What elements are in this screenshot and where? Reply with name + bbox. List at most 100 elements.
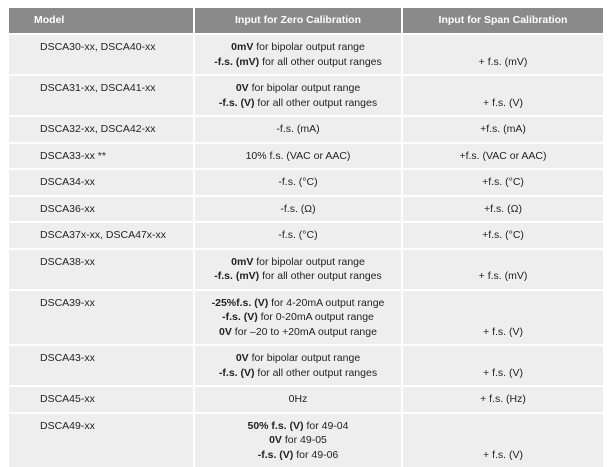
zero-calibration-condition: -f.s. (°C) <box>278 229 317 241</box>
zero-calibration-condition: for all other output ranges <box>255 367 378 379</box>
model-cell: DSCA33-xx ** <box>9 142 195 169</box>
header-model: Model <box>9 8 195 33</box>
zero-calibration-cell: -f.s. (°C) <box>195 221 403 248</box>
zero-calibration-cell: 0Hz <box>195 385 403 412</box>
zero-calibration-condition: -f.s. (mA) <box>276 123 319 135</box>
span-calibration-cell: + f.s. (V) <box>403 412 603 467</box>
zero-calibration-value: 0V <box>236 82 249 94</box>
table-row: DSCA31-xx, DSCA41-xx 0V for bipolar outpu… <box>9 74 603 115</box>
table-row: DSCA33-xx **10% f.s. (VAC or AAC)+f.s. (… <box>9 142 603 169</box>
zero-calibration-line: -f.s. (V) for all other output ranges <box>201 96 395 111</box>
zero-calibration-value: 0V <box>219 326 232 338</box>
zero-calibration-line: 0V for bipolar output range <box>201 351 395 366</box>
header-zero-calibration: Input for Zero Calibration <box>195 8 403 33</box>
zero-calibration-cell: 0mV for bipolar output range-f.s. (mV) f… <box>195 33 403 74</box>
zero-calibration-condition: for 49-04 <box>304 420 349 432</box>
zero-calibration-line: 0V for bipolar output range <box>201 81 395 96</box>
zero-calibration-value: 50% f.s. (V) <box>248 420 304 432</box>
model-cell: DSCA37x-xx, DSCA47x-xx <box>9 221 195 248</box>
table-row: DSCA32-xx, DSCA42-xx -f.s. (mA) +f.s. (mA) <box>9 115 603 142</box>
zero-calibration-condition: for 4-20mA output range <box>268 297 384 309</box>
zero-calibration-value: -f.s. (V) <box>219 367 255 379</box>
span-calibration-cell: +f.s. (Ω) <box>403 195 603 222</box>
zero-calibration-line: -f.s. (mV) for all other output ranges <box>201 55 395 70</box>
zero-calibration-cell: 0V for bipolar output range-f.s. (V) for… <box>195 74 403 115</box>
span-calibration-cell: + f.s. (V) <box>403 74 603 115</box>
zero-calibration-condition: 10% f.s. (VAC or AAC) <box>246 150 351 162</box>
zero-calibration-condition: for bipolar output range <box>249 82 361 94</box>
zero-calibration-condition: -f.s. (°C) <box>278 176 317 188</box>
header-span-calibration: Input for Span Calibration <box>403 8 603 33</box>
model-cell: DSCA30-xx, DSCA40-xx <box>9 33 195 74</box>
zero-calibration-value: 0mV <box>231 41 253 53</box>
model-cell: DSCA34-xx <box>9 168 195 195</box>
zero-calibration-condition: -f.s. (Ω) <box>280 203 315 215</box>
zero-calibration-line: 0mV for bipolar output range <box>201 40 395 55</box>
table-row: DSCA39-xx-25%f.s. (V) for 4-20mA output … <box>9 289 603 345</box>
model-cell: DSCA38-xx <box>9 248 195 289</box>
zero-calibration-value: -25%f.s. (V) <box>212 297 269 309</box>
zero-calibration-line: -f.s. (V) for 0-20mA output range <box>201 310 395 325</box>
table-row: DSCA45-xx 0Hz + f.s. (Hz) <box>9 385 603 412</box>
zero-calibration-line: -f.s. (°C) <box>201 228 395 243</box>
zero-calibration-line: -f.s. (mA) <box>201 122 395 137</box>
zero-calibration-line: -25%f.s. (V) for 4-20mA output range <box>201 296 395 311</box>
header-row: Model Input for Zero Calibration Input f… <box>9 8 603 33</box>
zero-calibration-cell: 0mV for bipolar output range-f.s. (mV) f… <box>195 248 403 289</box>
zero-calibration-condition: for bipolar output range <box>253 256 365 268</box>
zero-calibration-value: -f.s. (V) <box>219 97 255 109</box>
model-cell: DSCA49-xx <box>9 412 195 467</box>
zero-calibration-line: 0Hz <box>201 392 395 407</box>
zero-calibration-cell: -f.s. (mA) <box>195 115 403 142</box>
zero-calibration-line: -f.s. (°C) <box>201 175 395 190</box>
zero-calibration-cell: -25%f.s. (V) for 4-20mA output range-f.s… <box>195 289 403 345</box>
span-calibration-cell: + f.s. (mV) <box>403 33 603 74</box>
zero-calibration-condition: for 49-05 <box>282 434 327 446</box>
zero-calibration-line: 0V for –20 to +20mA output range <box>201 325 395 340</box>
span-calibration-cell: +f.s. (mA) <box>403 115 603 142</box>
zero-calibration-condition: for 0-20mA output range <box>258 311 374 323</box>
zero-calibration-condition: for bipolar output range <box>253 41 365 53</box>
table-row: DSCA37x-xx, DSCA47x-xx -f.s. (°C) +f.s. (°… <box>9 221 603 248</box>
span-calibration-cell: +f.s. (°C) <box>403 221 603 248</box>
table-row: DSCA36-xx -f.s. (Ω) +f.s. (Ω) <box>9 195 603 222</box>
zero-calibration-cell: 10% f.s. (VAC or AAC) <box>195 142 403 169</box>
zero-calibration-line: -f.s. (V) for all other output ranges <box>201 366 395 381</box>
calibration-table: Model Input for Zero Calibration Input f… <box>9 8 603 467</box>
zero-calibration-value: -f.s. (mV) <box>214 270 259 282</box>
span-calibration-cell: + f.s. (V) <box>403 289 603 345</box>
zero-calibration-condition: 0Hz <box>289 393 308 405</box>
span-calibration-cell: + f.s. (V) <box>403 344 603 385</box>
zero-calibration-line: 10% f.s. (VAC or AAC) <box>201 149 395 164</box>
zero-calibration-value: 0mV <box>231 256 253 268</box>
table-row: DSCA34-xx -f.s. (°C) +f.s. (°C) <box>9 168 603 195</box>
model-cell: DSCA43-xx <box>9 344 195 385</box>
zero-calibration-line: 0V for 49-05 <box>201 433 395 448</box>
zero-calibration-line: -f.s. (Ω) <box>201 202 395 217</box>
model-cell: DSCA32-xx, DSCA42-xx <box>9 115 195 142</box>
zero-calibration-line: 0mV for bipolar output range <box>201 255 395 270</box>
model-cell: DSCA31-xx, DSCA41-xx <box>9 74 195 115</box>
zero-calibration-line: -f.s. (mV) for all other output ranges <box>201 269 395 284</box>
zero-calibration-value: -f.s. (V) <box>258 449 294 461</box>
zero-calibration-cell: -f.s. (Ω) <box>195 195 403 222</box>
zero-calibration-value: -f.s. (V) <box>222 311 258 323</box>
span-calibration-cell: +f.s. (°C) <box>403 168 603 195</box>
zero-calibration-condition: for all other output ranges <box>259 56 382 68</box>
zero-calibration-condition: for bipolar output range <box>249 352 361 364</box>
model-cell: DSCA45-xx <box>9 385 195 412</box>
model-cell: DSCA39-xx <box>9 289 195 345</box>
zero-calibration-cell: 0V for bipolar output range-f.s. (V) for… <box>195 344 403 385</box>
zero-calibration-line: 50% f.s. (V) for 49-04 <box>201 419 395 434</box>
zero-calibration-value: 0V <box>269 434 282 446</box>
span-calibration-cell: + f.s. (Hz) <box>403 385 603 412</box>
model-cell: DSCA36-xx <box>9 195 195 222</box>
zero-calibration-line: -f.s. (V) for 49-06 <box>201 448 395 463</box>
zero-calibration-value: 0V <box>236 352 249 364</box>
zero-calibration-condition: for 49-06 <box>293 449 338 461</box>
